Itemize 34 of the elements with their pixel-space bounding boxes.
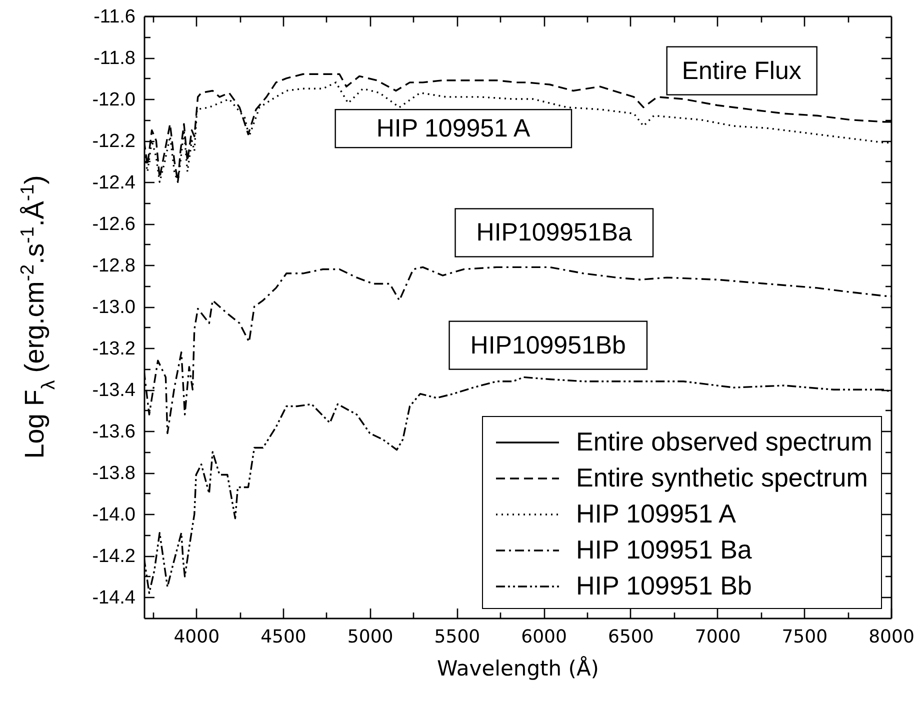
x-tick-label: 5000 (347, 626, 394, 648)
x-tick-label: 7000 (694, 626, 741, 648)
y-tick-label: -14.4 (92, 588, 136, 609)
y-tick-label: -14.2 (92, 546, 136, 568)
y-tick-label: -13.6 (92, 422, 136, 443)
y-tick-label: -12.4 (92, 172, 136, 194)
y-tick-label: -11.6 (94, 6, 136, 28)
x-tick-label: 7500 (782, 626, 828, 648)
x-tick-label: 8000 (868, 626, 914, 648)
annotation: Entire Flux (682, 56, 802, 85)
y-tick-label: -11.8 (94, 48, 136, 70)
y-tick-label: -12.0 (92, 90, 136, 111)
annotation: HIP109951Ba (476, 218, 632, 247)
x-tick-label: 4500 (260, 626, 306, 648)
legend-label: HIP 109951 Bb (576, 570, 752, 600)
y-tick-label: -14.0 (92, 504, 136, 526)
y-tick-label: -13.0 (92, 297, 136, 318)
y-tick-label: -12.6 (92, 214, 136, 236)
y-tick-label: -13.2 (92, 338, 136, 360)
x-axis-title: Wavelength (Å) (436, 656, 600, 680)
legend-label: HIP 109951 A (576, 498, 737, 528)
x-tick-label: 5500 (434, 626, 480, 648)
legend-label: Entire observed spectrum (576, 426, 872, 456)
y-tick-label: -12.8 (92, 256, 136, 277)
annotation: HIP 109951 A (376, 114, 530, 143)
y-tick-label: -13.8 (92, 463, 136, 484)
y-tick-label: -12.2 (92, 131, 136, 152)
legend-label: Entire synthetic spectrum (576, 462, 868, 492)
y-tick-label: -13.4 (92, 380, 136, 402)
legend-label: HIP 109951 Ba (576, 534, 752, 564)
x-tick-label: 6500 (608, 626, 654, 648)
x-tick-label: 6000 (521, 626, 567, 648)
x-tick-label: 4000 (174, 626, 220, 648)
annotation: HIP109951Bb (470, 331, 626, 360)
